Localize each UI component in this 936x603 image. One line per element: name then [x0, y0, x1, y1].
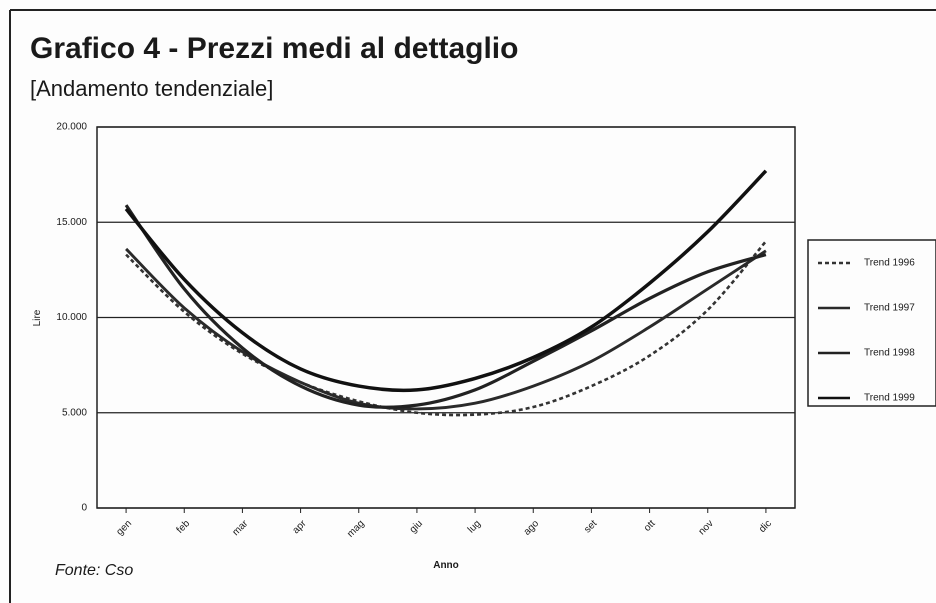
x-axis-label: Anno — [433, 560, 459, 571]
chart-subtitle: [Andamento tendenziale] — [30, 76, 273, 101]
legend-label: Trend 1998 — [864, 348, 915, 359]
series-line — [125, 240, 767, 417]
x-tick-label: set — [582, 518, 599, 535]
legend-label: Trend 1996 — [864, 258, 915, 269]
x-tick-label: dic — [757, 518, 774, 535]
chart-title: Grafico 4 - Prezzi medi al dettaglio — [30, 32, 518, 65]
x-tick-label: mar — [230, 518, 250, 538]
y-tick-label: 15.000 — [56, 217, 87, 228]
x-tick-label: lug — [466, 518, 483, 535]
series-line — [125, 247, 767, 411]
x-tick-label: giu — [408, 518, 425, 535]
x-tick-label: nov — [697, 518, 716, 537]
y-tick-label: 10.000 — [56, 312, 87, 323]
legend-label: Trend 1999 — [864, 393, 915, 404]
series-line — [124, 204, 767, 409]
legend-label: Trend 1997 — [864, 303, 915, 314]
x-tick-label: apr — [291, 518, 309, 536]
y-tick-label: 20.000 — [56, 122, 87, 133]
y-axis-label: Lire — [32, 309, 43, 326]
y-tick-label: 0 — [81, 503, 87, 514]
x-tick-label: ago — [522, 518, 542, 538]
x-tick-label: mag — [345, 518, 367, 540]
source: Fonte: Cso — [55, 562, 133, 579]
legend-box — [807, 239, 936, 407]
x-tick-label: gen — [114, 518, 134, 538]
y-tick-label: 5.000 — [62, 407, 87, 418]
series-line — [124, 169, 768, 393]
x-tick-label: feb — [175, 518, 193, 536]
x-tick-label: ott — [642, 518, 658, 534]
